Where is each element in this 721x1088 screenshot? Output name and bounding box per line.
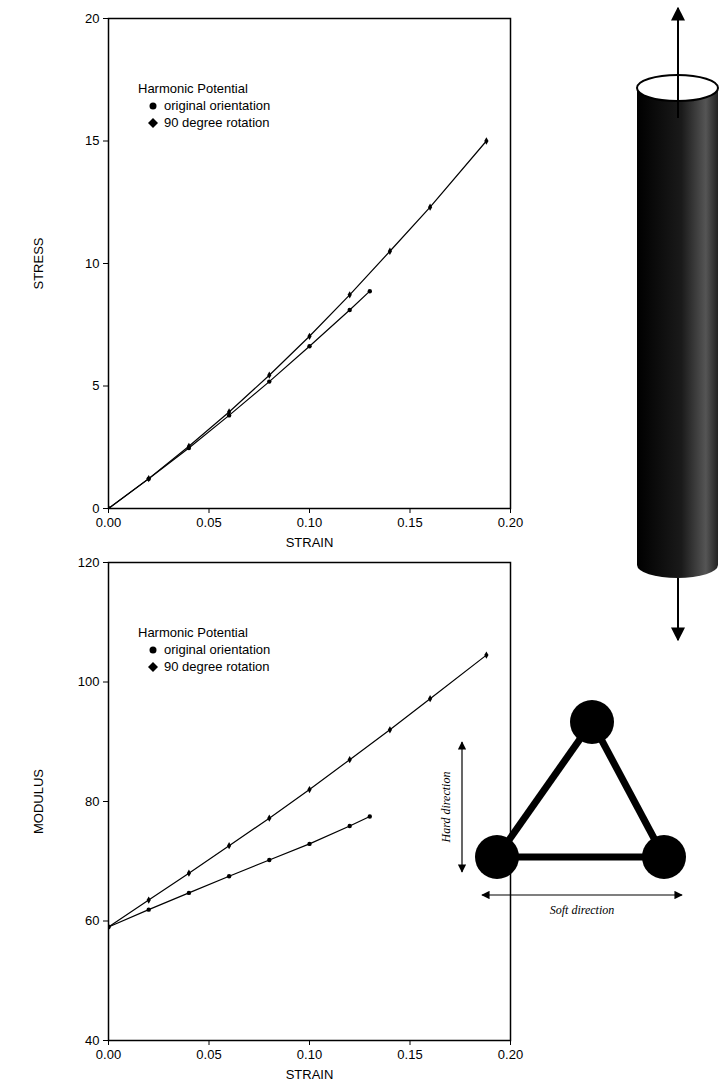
svg-text:0.10: 0.10	[297, 515, 322, 530]
svg-text:Soft direction: Soft direction	[550, 903, 615, 917]
svg-text:0.05: 0.05	[196, 1047, 221, 1062]
svg-text:MODULUS: MODULUS	[31, 769, 46, 834]
html-text:original orientation: original orientation	[164, 98, 271, 113]
svg-text:0.20: 0.20	[498, 1047, 523, 1062]
svg-text:5: 5	[92, 378, 99, 393]
html-text:Harmonic Potential: Harmonic Potential	[138, 81, 248, 96]
svg-text:0.15: 0.15	[397, 1047, 422, 1062]
svg-text:0.10: 0.10	[297, 1047, 322, 1062]
svg-text:Hard direction: Hard direction	[439, 772, 453, 844]
svg-text:STRAIN: STRAIN	[286, 535, 334, 550]
svg-text:STRESS: STRESS	[31, 237, 46, 289]
svg-text:40: 40	[85, 1033, 99, 1048]
svg-text:0.20: 0.20	[498, 515, 523, 530]
svg-text:0.05: 0.05	[196, 515, 221, 530]
svg-text:0.00: 0.00	[96, 1047, 121, 1062]
svg-text:10: 10	[85, 256, 99, 271]
svg-text:15: 15	[85, 133, 99, 148]
html-text:original orientation: original orientation	[164, 642, 271, 657]
svg-text:60: 60	[85, 913, 99, 928]
svg-text:80: 80	[85, 794, 99, 809]
svg-text:0.15: 0.15	[397, 515, 422, 530]
svg-text:120: 120	[78, 555, 100, 570]
html-text:Harmonic Potential: Harmonic Potential	[138, 625, 248, 640]
svg-text:100: 100	[78, 674, 100, 689]
svg-text:0.00: 0.00	[96, 515, 121, 530]
html-text:90 degree rotation: 90 degree rotation	[164, 659, 270, 674]
svg-text:STRAIN: STRAIN	[286, 1067, 334, 1082]
svg-text:20: 20	[85, 11, 99, 26]
svg-text:0: 0	[92, 501, 99, 516]
html-text:90 degree rotation: 90 degree rotation	[164, 115, 270, 130]
